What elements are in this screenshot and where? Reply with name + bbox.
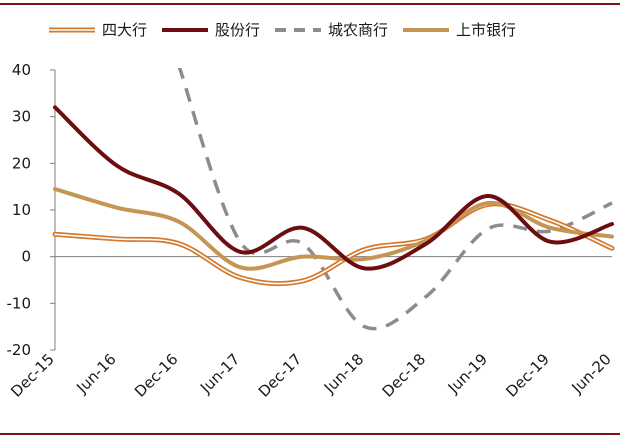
y-tick-label: 10 bbox=[12, 201, 31, 219]
legend-swatch-big-four bbox=[49, 27, 95, 32]
x-tick-label: Jun-16 bbox=[72, 350, 119, 397]
y-tick-label: 0 bbox=[21, 248, 31, 266]
series-line-2 bbox=[177, 68, 613, 331]
y-tick-label: -20 bbox=[7, 341, 32, 359]
top-rule bbox=[0, 3, 620, 5]
legend-item-big-four: 四大行 bbox=[48, 19, 147, 40]
legend: 四大行 股份行 城农商行 上市银行 bbox=[48, 19, 530, 40]
series-line-1 bbox=[53, 105, 614, 271]
legend-label-joint-stock: 股份行 bbox=[215, 21, 261, 39]
x-tick-label: Jun-17 bbox=[196, 350, 243, 397]
legend-swatch-joint-stock bbox=[162, 27, 209, 32]
y-tick-label: 20 bbox=[12, 154, 31, 172]
legend-item-listed-banks: 上市银行 bbox=[402, 19, 516, 40]
legend-swatch-listed-banks bbox=[403, 27, 450, 32]
y-tick-label: 40 bbox=[12, 61, 31, 79]
x-tick-label: Jun-20 bbox=[567, 350, 614, 397]
x-tick-label: Jun-19 bbox=[444, 350, 491, 397]
x-tick-label: Dec-17 bbox=[255, 350, 306, 401]
legend-label-listed-banks: 上市银行 bbox=[456, 21, 517, 39]
legend-item-city-rural: 城农商行 bbox=[274, 19, 388, 40]
x-tick-label: Dec-16 bbox=[131, 350, 182, 401]
series-group bbox=[52, 68, 615, 331]
legend-item-joint-stock: 股份行 bbox=[161, 19, 260, 40]
y-tick-label: -10 bbox=[7, 294, 32, 312]
x-tick-label: Dec-19 bbox=[502, 350, 553, 401]
bottom-rule bbox=[0, 433, 620, 435]
legend-label-city-rural: 城农商行 bbox=[328, 21, 389, 39]
legend-swatch-city-rural bbox=[275, 27, 322, 32]
y-tick-label: 30 bbox=[12, 108, 31, 126]
legend-label-big-four: 四大行 bbox=[102, 21, 148, 39]
x-tick-label: Dec-18 bbox=[379, 350, 430, 401]
x-tick-label: Jun-18 bbox=[320, 350, 367, 397]
